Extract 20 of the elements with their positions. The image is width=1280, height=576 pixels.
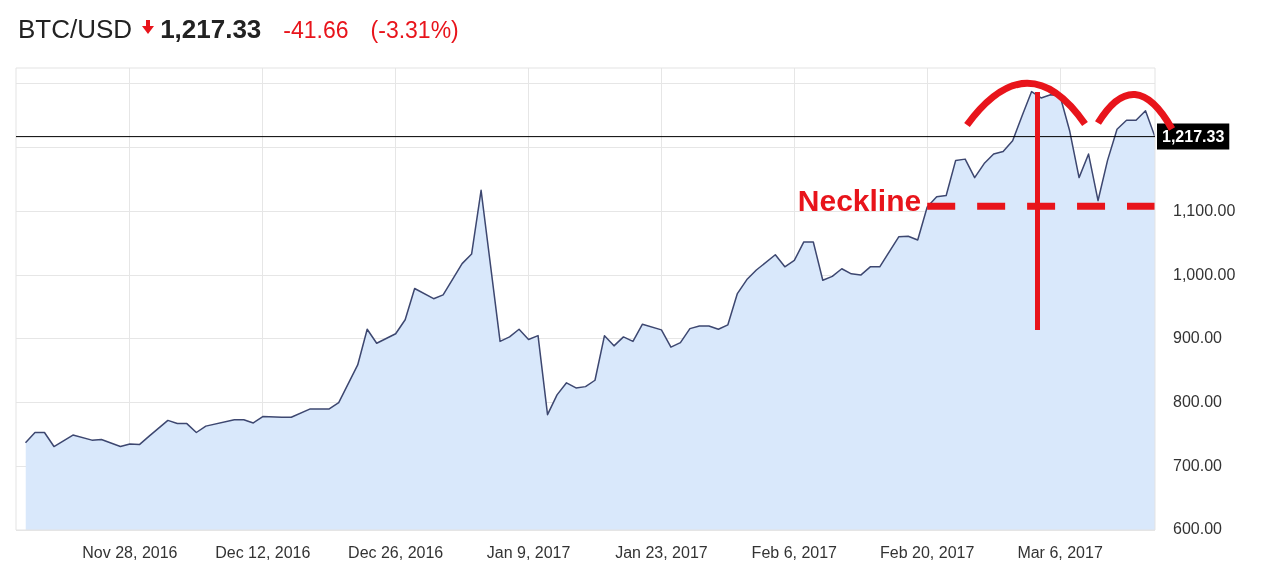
x-tick-label: Feb 20, 2017	[880, 544, 975, 562]
x-tick-label: Nov 28, 2016	[82, 544, 178, 562]
x-tick-label: Dec 12, 2016	[215, 544, 311, 562]
y-tick-label: 1,100.00	[1173, 201, 1236, 219]
x-tick-label: Jan 9, 2017	[486, 544, 571, 562]
y-tick-label: 700.00	[1173, 456, 1223, 474]
chart-title: BTC/USD	[18, 14, 133, 45]
y-tick-label: 600.00	[1173, 520, 1223, 538]
x-tick-label: Dec 26, 2016	[348, 544, 444, 562]
x-tick-label: Jan 23, 2017	[615, 544, 708, 562]
series-label: Neckline	[797, 183, 922, 217]
text: (-3.31%)	[370, 17, 459, 44]
text: 1,217.33	[160, 14, 262, 45]
x-tick-label: Mar 6, 2017	[1017, 544, 1103, 562]
ref-line-label: 1,217.33	[1162, 128, 1225, 146]
y-tick-label: 900.00	[1173, 329, 1223, 347]
y-tick-label: 800.00	[1173, 392, 1223, 410]
x-tick-label: Feb 6, 2017	[751, 544, 838, 562]
text: -41.66	[283, 17, 349, 44]
y-tick-label: 1,000.00	[1173, 265, 1236, 283]
